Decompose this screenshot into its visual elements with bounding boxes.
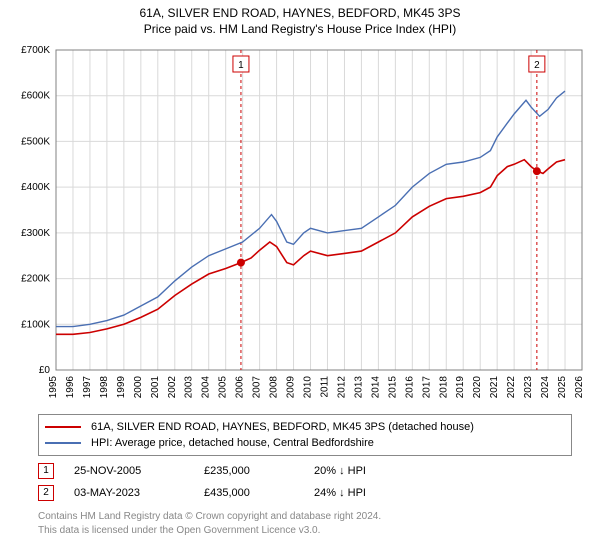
- svg-text:2025: 2025: [557, 376, 568, 399]
- svg-text:1997: 1997: [82, 376, 93, 399]
- reference-date: 25-NOV-2005: [74, 465, 204, 477]
- svg-text:1999: 1999: [116, 376, 127, 399]
- reference-marker-box: 2: [38, 485, 54, 501]
- legend-label: 61A, SILVER END ROAD, HAYNES, BEDFORD, M…: [91, 419, 474, 435]
- svg-text:2001: 2001: [150, 376, 161, 399]
- svg-text:2011: 2011: [319, 376, 330, 398]
- reference-table: 1 25-NOV-2005 £235,000 20% ↓ HPI 2 03-MA…: [38, 460, 572, 504]
- svg-text:£500K: £500K: [21, 136, 50, 147]
- svg-text:2020: 2020: [472, 376, 483, 399]
- svg-text:£400K: £400K: [21, 182, 50, 193]
- chart-subtitle: Price paid vs. HM Land Registry's House …: [0, 20, 600, 36]
- legend-swatch: [45, 426, 81, 428]
- svg-text:£100K: £100K: [21, 319, 50, 330]
- footer-line: This data is licensed under the Open Gov…: [38, 524, 572, 538]
- legend-item: HPI: Average price, detached house, Cent…: [45, 435, 565, 451]
- svg-text:£300K: £300K: [21, 228, 50, 239]
- reference-diff: 24% ↓ HPI: [314, 487, 444, 499]
- svg-text:2002: 2002: [167, 376, 178, 399]
- svg-text:2009: 2009: [286, 376, 297, 399]
- svg-text:2012: 2012: [336, 376, 347, 399]
- legend-item: 61A, SILVER END ROAD, HAYNES, BEDFORD, M…: [45, 419, 565, 435]
- svg-text:2026: 2026: [574, 376, 585, 399]
- svg-text:2010: 2010: [303, 376, 314, 399]
- svg-text:2015: 2015: [387, 376, 398, 399]
- line-chart-svg: £0 £100K £200K £300K £400K £500K £600K £700K 199…: [10, 44, 590, 404]
- svg-text:2019: 2019: [455, 376, 466, 399]
- svg-text:£600K: £600K: [21, 91, 50, 102]
- legend-label: HPI: Average price, detached house, Cent…: [91, 435, 374, 451]
- svg-text:2016: 2016: [404, 376, 415, 399]
- reference-date: 03-MAY-2023: [74, 487, 204, 499]
- reference-diff: 20% ↓ HPI: [314, 465, 444, 477]
- svg-text:1: 1: [238, 60, 244, 71]
- svg-text:£700K: £700K: [21, 45, 50, 56]
- legend-swatch: [45, 442, 81, 444]
- svg-text:2024: 2024: [540, 376, 551, 399]
- svg-text:1998: 1998: [99, 376, 110, 399]
- svg-text:£0: £0: [39, 365, 51, 376]
- svg-text:2003: 2003: [184, 376, 195, 399]
- svg-text:2: 2: [534, 60, 540, 71]
- reference-row: 1 25-NOV-2005 £235,000 20% ↓ HPI: [38, 460, 572, 482]
- chart-title: 61A, SILVER END ROAD, HAYNES, BEDFORD, M…: [0, 0, 600, 20]
- svg-text:2004: 2004: [201, 376, 212, 399]
- reference-price: £435,000: [204, 487, 314, 499]
- svg-text:1995: 1995: [48, 376, 59, 399]
- svg-text:2018: 2018: [438, 376, 449, 399]
- svg-text:2000: 2000: [133, 376, 144, 399]
- svg-text:2007: 2007: [252, 376, 263, 399]
- svg-text:2017: 2017: [421, 376, 432, 399]
- svg-text:2013: 2013: [353, 376, 364, 399]
- svg-text:2014: 2014: [370, 376, 381, 399]
- reference-marker-box: 1: [38, 463, 54, 479]
- svg-text:2022: 2022: [506, 376, 517, 399]
- svg-text:2023: 2023: [523, 376, 534, 399]
- svg-text:1996: 1996: [65, 376, 76, 399]
- svg-text:2008: 2008: [269, 376, 280, 399]
- footer-attribution: Contains HM Land Registry data © Crown c…: [38, 510, 572, 538]
- chart-plot-area: £0 £100K £200K £300K £400K £500K £600K £700K 199…: [10, 44, 590, 404]
- chart-container: 61A, SILVER END ROAD, HAYNES, BEDFORD, M…: [0, 0, 600, 560]
- svg-text:2005: 2005: [218, 376, 229, 399]
- footer-line: Contains HM Land Registry data © Crown c…: [38, 510, 572, 524]
- legend: 61A, SILVER END ROAD, HAYNES, BEDFORD, M…: [38, 414, 572, 456]
- svg-text:2021: 2021: [489, 376, 500, 399]
- svg-text:2006: 2006: [235, 376, 246, 399]
- reference-price: £235,000: [204, 465, 314, 477]
- reference-row: 2 03-MAY-2023 £435,000 24% ↓ HPI: [38, 482, 572, 504]
- svg-text:£200K: £200K: [21, 274, 50, 285]
